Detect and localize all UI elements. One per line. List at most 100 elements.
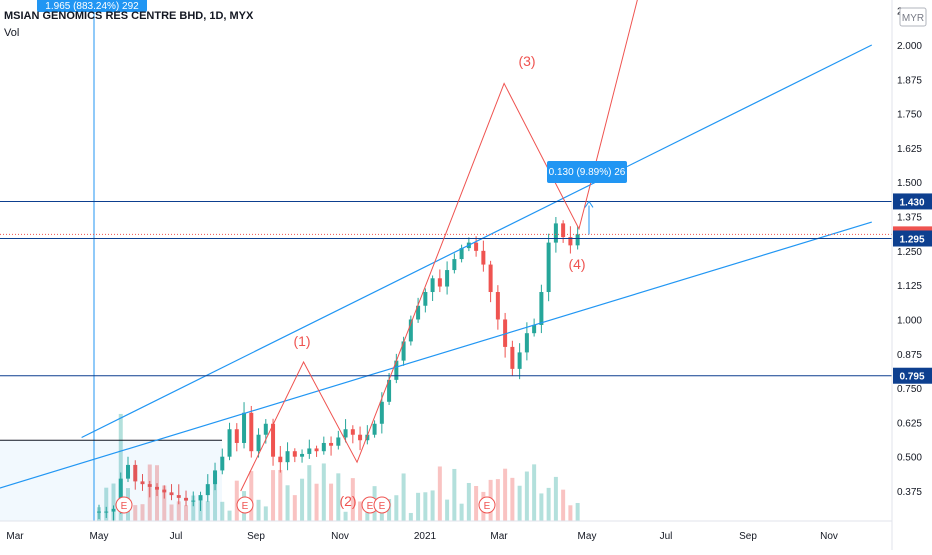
candle-body (568, 237, 573, 246)
candle-body (423, 292, 428, 306)
volume-bar (285, 485, 290, 521)
volume-bar (118, 413, 123, 521)
volume-bar (220, 501, 225, 521)
svg-text:0.130 (9.89%) 26: 0.130 (9.89%) 26 (549, 167, 626, 178)
candle-body (401, 341, 406, 361)
volume-bar (510, 477, 515, 521)
x-tick-label: Jul (660, 531, 673, 542)
price-tag (893, 193, 932, 210)
candle-body (126, 464, 131, 479)
candle-body (459, 248, 464, 260)
y-tick-label: 1.750 (897, 110, 922, 121)
volume-bar (503, 468, 508, 521)
y-tick-label: 1.000 (897, 315, 922, 326)
volume-bar (539, 493, 544, 521)
candle-body (176, 495, 181, 498)
x-axis-ticks[interactable]: Mar May Jul Sep Nov 2021 Mar May Jul Sep Nov (6, 531, 838, 542)
candle-body (213, 470, 218, 485)
svg-text:E: E (484, 501, 491, 512)
price-tag-label: 1.295 (899, 234, 924, 245)
volume-bar (553, 476, 558, 521)
earnings-marker[interactable]: E (236, 496, 254, 514)
currency-button[interactable]: MYR (899, 7, 927, 27)
volume-bar (213, 475, 218, 521)
candle-body (488, 264, 493, 293)
x-tick-label: Sep (247, 531, 265, 542)
earnings-marker[interactable]: E (478, 496, 496, 514)
wave-labels: (1) (2) (3) (4) (293, 53, 585, 509)
volume-bar (387, 499, 392, 521)
candle-body (336, 437, 341, 446)
y-axis-ticks[interactable]: 0.375 0.500 0.625 0.750 0.875 1.000 1.125 1.250… (897, 7, 922, 498)
candle-body (263, 423, 268, 435)
volume-bar (234, 480, 239, 521)
candle-body (234, 429, 239, 443)
earnings-marker[interactable]: E (115, 496, 133, 514)
volume-bar (524, 471, 529, 521)
candle-body (430, 278, 435, 293)
earnings-marker[interactable]: E (361, 496, 379, 514)
volume-bar (445, 499, 450, 521)
candle-body (256, 434, 261, 452)
volume-bar (561, 489, 566, 521)
svg-text:E: E (121, 501, 128, 512)
volume-label[interactable]: Vol (4, 27, 20, 39)
candle-body (140, 481, 145, 485)
symbol-title[interactable]: MSIAN GENOMICS RES CENTRE BHD, 1D, MYX (4, 10, 254, 22)
volume-bar (474, 486, 479, 521)
candle-body (278, 456, 283, 463)
lower-channel-line (0, 221, 872, 489)
earnings-marker[interactable]: E (373, 496, 391, 514)
earnings-markers[interactable]: E E E E E (115, 496, 496, 514)
volume-bar (227, 510, 232, 521)
y-tick-label: 1.500 (897, 178, 922, 189)
volume-bar (452, 468, 457, 521)
volume-bar (358, 501, 363, 521)
volume-bar (459, 503, 464, 521)
candle-body (408, 319, 413, 342)
candle-body (481, 250, 486, 265)
candle-body (510, 346, 515, 369)
price-tag (893, 367, 932, 384)
svg-text:MYR: MYR (902, 13, 924, 24)
candle-body (358, 434, 363, 441)
wave-label-2: (2) (339, 493, 356, 509)
volume-bar (350, 478, 355, 521)
candle-body (300, 453, 305, 457)
price-tag-label: 1.430 (899, 197, 924, 208)
volume-bar (336, 473, 341, 521)
x-tick-label: May (90, 531, 109, 542)
volume-bar (423, 492, 428, 521)
upper-channel-line (81, 44, 873, 439)
candle-body (271, 423, 276, 457)
volume-bar (198, 501, 203, 521)
candle-body (155, 486, 160, 490)
volume-bar (263, 506, 268, 521)
annotation-lines (0, 0, 892, 521)
volume-bars (97, 413, 580, 521)
volume-bar (394, 495, 399, 521)
candle-body (133, 464, 138, 482)
x-tick-label: Jul (170, 531, 183, 542)
candle-body (416, 305, 421, 320)
wave-label-4: (4) (568, 256, 585, 272)
y-tick-label: 1.125 (897, 281, 922, 292)
volume-bar (546, 487, 551, 521)
candle-body (162, 489, 167, 493)
volume-bar (365, 511, 370, 521)
volume-bar (466, 482, 471, 521)
candle-body (147, 484, 152, 487)
volume-bar (408, 512, 413, 521)
candle-body (343, 429, 348, 438)
candle-body (97, 511, 101, 513)
candle-body (365, 434, 370, 441)
volume-bar (184, 505, 189, 521)
candle-body (495, 292, 500, 320)
svg-text:E: E (379, 501, 386, 512)
candle-body (387, 379, 392, 402)
candle-body (118, 478, 123, 509)
x-tick-label: Sep (739, 531, 757, 542)
volume-bar (300, 478, 305, 521)
volume-bar (416, 492, 421, 521)
